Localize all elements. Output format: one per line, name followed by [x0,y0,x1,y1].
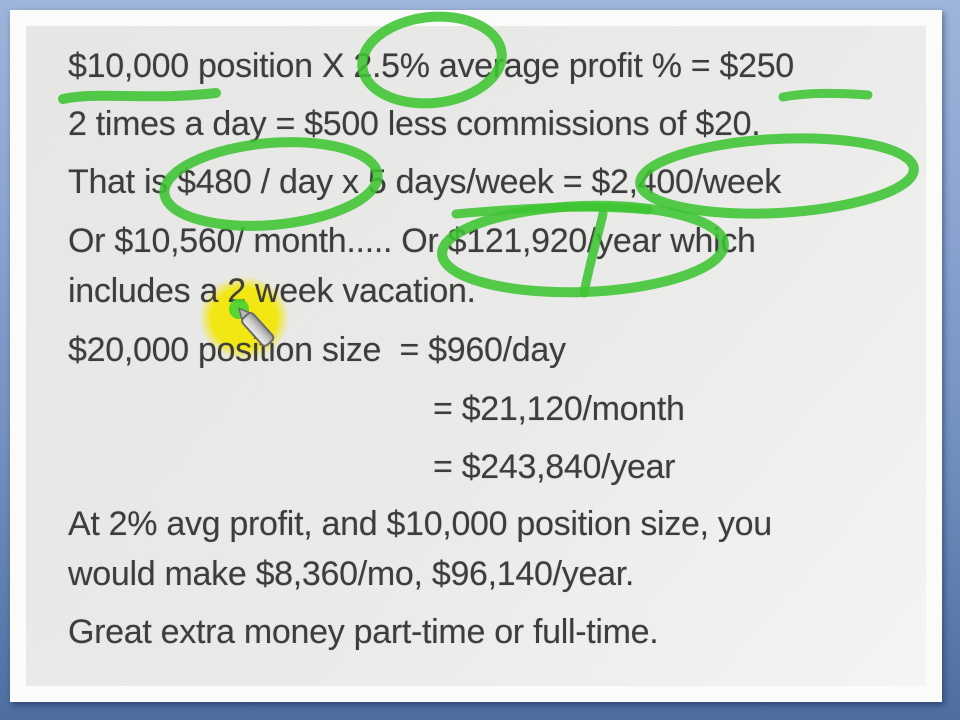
slide-line-10: would make $8,360/mo, $96,140/year. [68,555,634,593]
slide-line-7: = $21,120/month [433,390,685,428]
slide-line-9: At 2% avg profit, and $10,000 position s… [68,505,772,543]
slide-line-6: $20,000 position size = $960/day [68,331,566,369]
slide-line-2: 2 times a day = $500 less commissions of… [68,105,761,143]
slide-line-5: includes a 2 week vacation. [68,272,476,310]
slide-line-1: $10,000 position X 2.5% average profit %… [68,47,794,85]
slide-line-8: = $243,840/year [433,448,676,486]
slide-line-4: Or $10,560/ month..... Or $121,920/year … [68,222,756,260]
slide-line-3: That is $480 / day x 5 days/week = $2,40… [68,163,781,201]
slide-line-11: Great extra money part-time or full-time… [68,613,659,651]
